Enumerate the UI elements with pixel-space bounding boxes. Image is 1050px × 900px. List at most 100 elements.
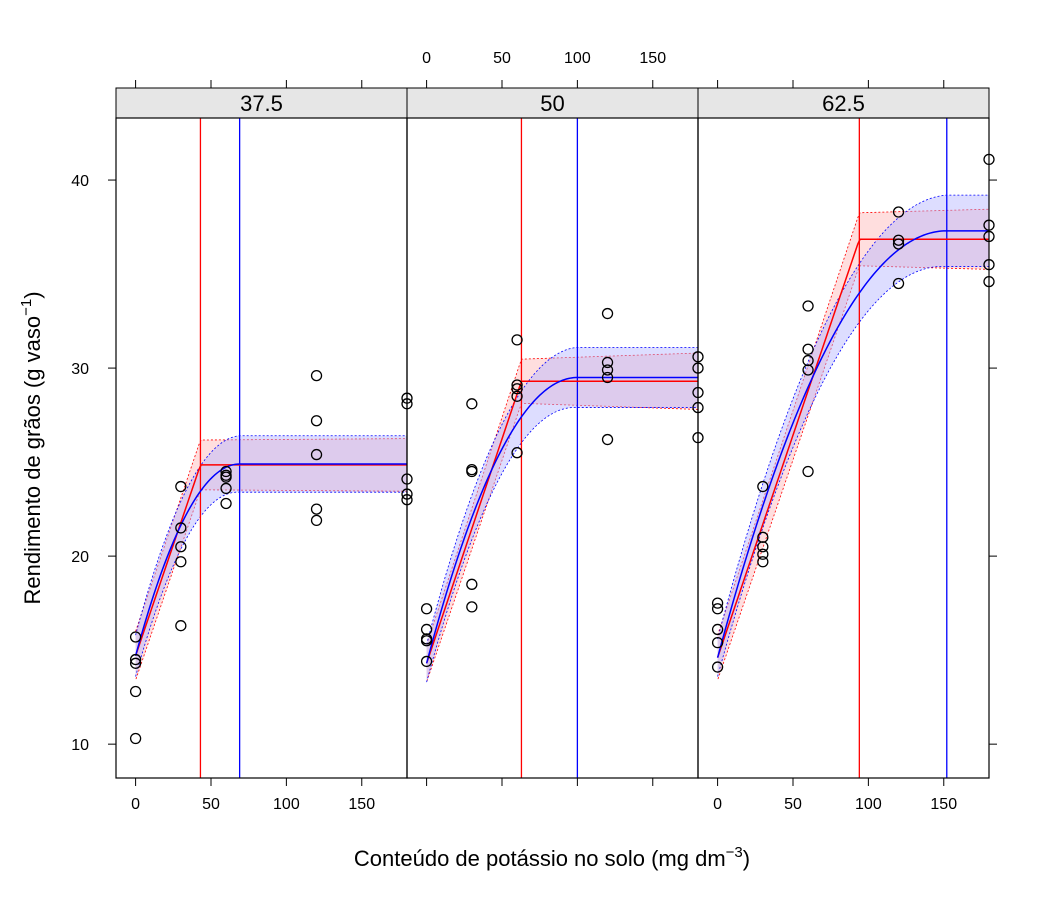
x-tick-label-top: 0 — [422, 50, 431, 67]
data-point — [466, 601, 478, 613]
data-point — [310, 448, 323, 461]
data-point — [129, 653, 142, 666]
data-point — [711, 603, 724, 615]
data-point — [757, 548, 769, 560]
band-red-lower — [717, 265, 990, 681]
confidence-band-blue — [135, 435, 407, 677]
x-tick-label-top: 50 — [493, 50, 511, 67]
data-point — [711, 636, 724, 649]
x-tick-label-top: 100 — [564, 50, 591, 67]
x-tick-label-top: 150 — [639, 50, 666, 67]
data-point — [601, 364, 614, 376]
confidence-band-red — [717, 209, 989, 681]
band-red-lower — [426, 402, 699, 683]
panel-37.5: 37.5 — [115, 87, 413, 779]
x-tick-label-bottom: 100 — [273, 796, 300, 813]
axes-layer: 0 50 100 150 0 50 100 150 0 50 100 150 10 20 30 40 — [71, 50, 997, 813]
panel-62.5: 62.5 — [697, 87, 995, 779]
confidence-band-red — [135, 438, 407, 681]
data-point — [892, 277, 905, 290]
x-tick-label-bottom: 150 — [348, 796, 375, 813]
data-point — [802, 300, 814, 312]
band-blue-upper — [135, 435, 407, 636]
data-point — [129, 657, 142, 669]
x-tick-label-bottom: 0 — [131, 796, 140, 813]
data-point — [601, 433, 614, 446]
band-blue-upper — [717, 194, 989, 639]
data-point — [420, 623, 433, 636]
data-point — [711, 661, 724, 673]
y-tick-label: 40 — [71, 173, 89, 190]
data-point — [175, 541, 187, 553]
linear-plateau-curve — [425, 380, 698, 664]
panel-50: 50 — [406, 87, 704, 779]
confidence-band-blue — [426, 347, 698, 683]
x-axis-title: Conteúdo de potássio no solo (mg dm−3) — [354, 844, 750, 871]
data-point — [466, 465, 478, 478]
data-point — [802, 364, 814, 376]
data-point — [601, 307, 614, 320]
data-point — [466, 398, 478, 410]
data-point — [757, 556, 769, 568]
data-point — [711, 597, 724, 609]
x-tick-label-bottom: 100 — [855, 796, 882, 813]
strip-label: 37.5 — [240, 91, 283, 116]
x-tick-label-bottom: 50 — [202, 796, 220, 813]
linear-plateau-curve — [716, 238, 989, 658]
data-point — [757, 480, 769, 493]
data-point — [420, 635, 433, 647]
panel-border — [406, 117, 699, 779]
data-point — [511, 379, 523, 391]
data-point — [802, 465, 814, 478]
data-point — [310, 415, 323, 427]
strip-label: 50 — [540, 91, 564, 116]
y-tick-label: 20 — [71, 549, 89, 566]
data-point — [310, 514, 323, 527]
strip — [697, 87, 990, 119]
data-point — [129, 732, 142, 745]
data-point — [511, 447, 523, 459]
quadratic-plateau-curve — [716, 230, 989, 658]
data-point — [711, 623, 724, 636]
data-point — [175, 556, 187, 568]
y-axis-title: Rendimento de grãos (g vaso−1) — [18, 291, 45, 604]
band-blue-lower — [135, 491, 407, 677]
x-tick-label-bottom: 50 — [784, 796, 802, 813]
data-point — [601, 371, 614, 384]
confidence-band-blue — [717, 195, 989, 677]
data-point — [802, 343, 814, 355]
band-red-lower — [135, 489, 408, 681]
band-blue-lower — [426, 407, 698, 683]
data-point — [511, 383, 523, 395]
band-red-upper — [426, 352, 699, 645]
band-blue-upper — [426, 347, 698, 645]
strip — [115, 87, 408, 119]
data-point — [420, 603, 433, 615]
data-point — [220, 465, 232, 478]
data-point — [420, 655, 433, 668]
panels-layer: 37.5 50 62.5 — [115, 87, 995, 779]
data-point — [892, 206, 905, 218]
data-point — [511, 334, 523, 346]
x-tick-label-bottom: 150 — [930, 796, 957, 813]
data-point — [757, 541, 769, 553]
band-red-upper — [135, 438, 408, 632]
data-point — [310, 369, 323, 382]
data-point — [129, 631, 142, 643]
band-blue-lower — [717, 265, 989, 677]
x-tick-label-bottom: 0 — [713, 796, 722, 813]
band-red-upper — [717, 208, 990, 636]
data-point — [175, 480, 187, 493]
data-point — [175, 522, 187, 534]
data-point — [466, 578, 478, 590]
data-point — [511, 390, 523, 402]
data-point — [220, 471, 232, 483]
data-point — [892, 238, 905, 250]
y-tick-label: 10 — [71, 737, 89, 754]
data-point — [601, 356, 614, 369]
quadratic-plateau-curve — [425, 376, 698, 664]
data-point — [310, 503, 323, 515]
strip-label: 62.5 — [822, 91, 865, 116]
data-point — [175, 620, 187, 632]
